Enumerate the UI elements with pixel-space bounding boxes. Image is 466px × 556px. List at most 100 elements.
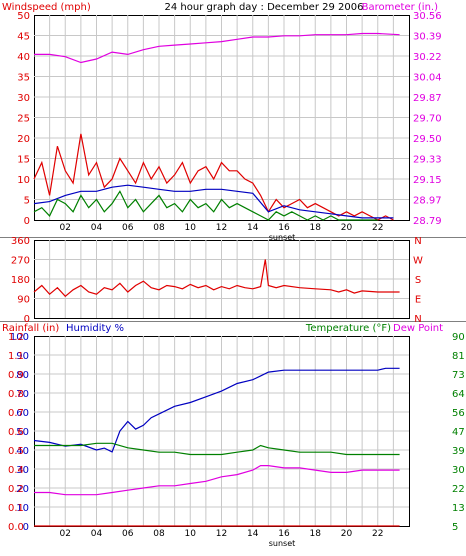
- rain-tick-6: 0.5: [8, 446, 24, 457]
- compass-tick-2: S: [415, 275, 421, 286]
- dir-tick-0: 360: [11, 236, 30, 247]
- dewpoint-axis-label: Dew Point: [393, 323, 443, 334]
- rain-tick-9: 0.1: [8, 503, 24, 514]
- rain-tick-8: 0.2: [8, 484, 24, 495]
- compass-tick-0: N: [414, 236, 421, 247]
- temperature-tick-0: 90: [452, 332, 465, 343]
- wind-xtick-06: 06: [122, 223, 134, 233]
- temperature-line: [34, 442, 400, 456]
- temp-xtick-08: 08: [153, 529, 165, 539]
- compass-tick-4: N: [414, 314, 421, 325]
- wind-xtick-02: 02: [60, 223, 71, 233]
- compass-tick-1: W: [413, 256, 423, 267]
- humidity-tick-0: 100: [10, 332, 29, 343]
- temperature-axis-label: Temperature (°F): [305, 323, 391, 334]
- baro-tick-3: 30.04: [413, 73, 442, 84]
- dir-tick-4: 0: [24, 314, 30, 325]
- wind-speed-line: [33, 190, 378, 221]
- rain-tick-2: 0.9: [8, 370, 24, 381]
- wind-xtick-04: 04: [91, 223, 103, 233]
- baro-tick-10: 28.79: [413, 216, 442, 227]
- grid-lines: [0, 15, 466, 526]
- baro-tick-4: 29.87: [413, 93, 442, 104]
- baro-tick-2: 30.22: [413, 52, 442, 63]
- humidity-axis-label: Humidity %: [66, 323, 124, 334]
- wind-tick-7: 15: [17, 155, 30, 166]
- humidity-tick-10: 0: [23, 522, 29, 533]
- rain-tick-1: 1.1: [8, 351, 24, 362]
- barometer-line: [34, 32, 400, 64]
- humidity-tick-4: 60: [16, 408, 29, 419]
- humidity-tick-2: 80: [16, 370, 29, 381]
- wind-xtick-14: 14: [247, 223, 259, 233]
- temp-xtick-12: 12: [216, 529, 227, 539]
- humidity-tick-7: 30: [16, 465, 29, 476]
- wind-xtick-20: 20: [341, 223, 353, 233]
- temperature-tick-10: 5: [452, 522, 458, 533]
- wind-tick-10: 0: [24, 216, 30, 227]
- temperature-tick-3: 64: [452, 389, 465, 400]
- rain-tick-0: 1.2: [8, 332, 24, 343]
- temp-xtick-06: 06: [122, 529, 134, 539]
- tick-labels: 5045403530252015105030.5630.3930.2230.04…: [8, 11, 465, 539]
- temp-xtick-02: 02: [60, 529, 71, 539]
- temperature-tick-5: 47: [452, 427, 465, 438]
- temperature-tick-6: 39: [452, 446, 465, 457]
- rain-tick-3: 0.8: [8, 389, 24, 400]
- wind-tick-1: 45: [17, 32, 30, 43]
- dir-tick-3: 90: [17, 295, 30, 306]
- wind-xtick-16: 16: [278, 223, 290, 233]
- wind-tick-2: 40: [17, 52, 30, 63]
- temp-xtick-22: 22: [372, 529, 383, 539]
- wind-xtick-18: 18: [310, 223, 322, 233]
- rain-tick-7: 0.4: [8, 465, 24, 476]
- series-lines: [33, 32, 400, 527]
- wind-xtick-10: 10: [185, 223, 197, 233]
- wind-tick-3: 35: [17, 73, 30, 84]
- humidity-tick-5: 50: [16, 427, 29, 438]
- compass-tick-3: E: [415, 295, 421, 306]
- baro-tick-7: 29.33: [413, 155, 442, 166]
- wind-tick-9: 5: [24, 196, 30, 207]
- rain-tick-5: 0.6: [8, 427, 24, 438]
- temp-xtick-14: 14: [247, 529, 259, 539]
- temperature-tick-4: 56: [452, 408, 465, 419]
- wind-tick-4: 30: [17, 93, 30, 104]
- temp-xtick-10: 10: [185, 529, 197, 539]
- baro-tick-6: 29.50: [413, 134, 442, 145]
- humidity-tick-9: 10: [16, 503, 29, 514]
- baro-tick-1: 30.39: [413, 32, 442, 43]
- humidity-tick-1: 90: [16, 351, 29, 362]
- wind-xtick-22: 22: [372, 223, 383, 233]
- temperature-tick-8: 22: [452, 484, 465, 495]
- temperature-tick-7: 30: [452, 465, 465, 476]
- average-wind-line: [33, 184, 394, 219]
- temp-xtick-20: 20: [341, 529, 353, 539]
- dewpoint-line: [34, 465, 400, 496]
- sunset-label-bottom: sunset: [269, 539, 296, 548]
- temp-xtick-18: 18: [310, 529, 322, 539]
- dir-tick-1: 270: [11, 256, 30, 267]
- wind-gust-line: [33, 133, 394, 221]
- temperature-tick-1: 81: [452, 351, 465, 362]
- temp-xtick-16: 16: [278, 529, 290, 539]
- wind-direction-line: [33, 259, 400, 298]
- wind-xtick-08: 08: [153, 223, 165, 233]
- humidity-tick-3: 70: [16, 389, 29, 400]
- temp-xtick-04: 04: [91, 529, 103, 539]
- baro-axis-label: Barometer (in.): [362, 2, 438, 13]
- humidity-tick-8: 20: [16, 484, 29, 495]
- wind-tick-8: 10: [17, 175, 30, 186]
- wind-tick-0: 50: [17, 11, 30, 22]
- chart-title: 24 hour graph day : December 29 2006: [165, 2, 364, 13]
- rain-tick-4: 0.7: [8, 408, 24, 419]
- rain-axis-label: Rainfall (in): [2, 323, 59, 334]
- sunset-label-top: sunset: [269, 233, 296, 242]
- temperature-tick-9: 13: [452, 503, 465, 514]
- rain-tick-10: 0.0: [8, 522, 24, 533]
- wind-tick-6: 20: [17, 134, 30, 145]
- baro-tick-9: 28.97: [413, 196, 442, 207]
- humidity-line: [33, 367, 400, 453]
- dir-tick-2: 180: [11, 275, 30, 286]
